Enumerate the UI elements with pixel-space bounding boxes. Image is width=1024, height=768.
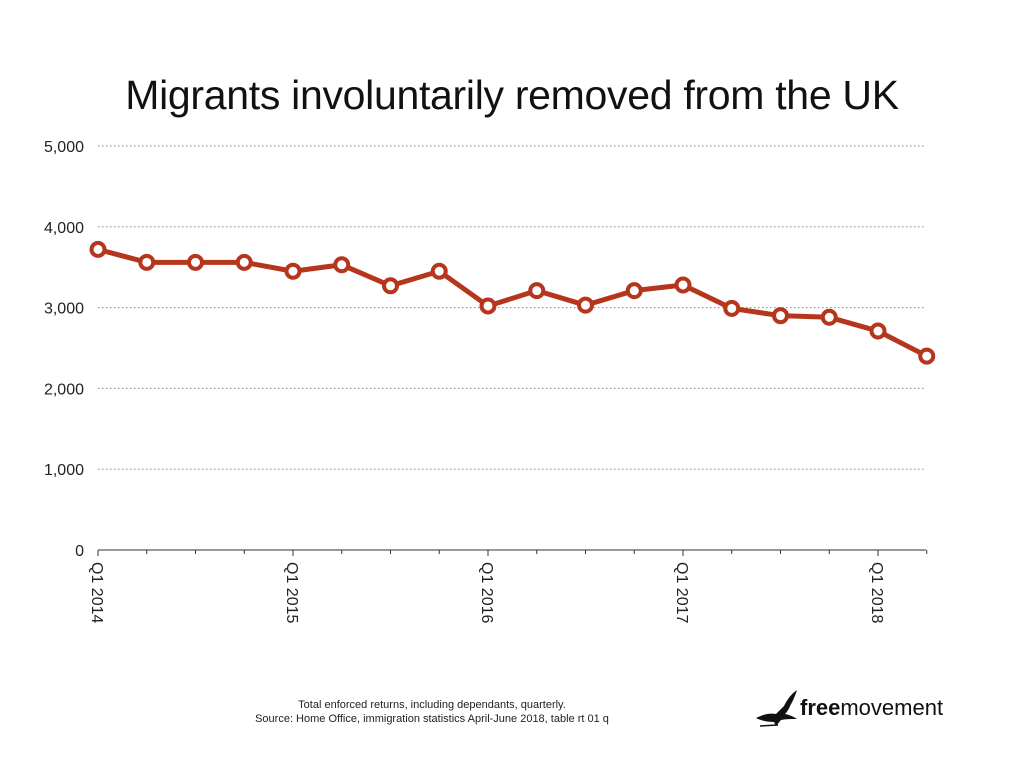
data-point [918, 347, 936, 365]
series-line [95, 246, 930, 359]
data-point [382, 277, 399, 295]
data-point [723, 299, 741, 317]
data-point [869, 322, 887, 340]
footnote-description: Total enforced returns, including depend… [298, 699, 566, 711]
y-tick-label: 0 [75, 543, 84, 560]
x-tick-label: Q1 2014 [88, 562, 105, 623]
data-point [479, 297, 497, 315]
x-tick-label: Q1 2017 [673, 562, 690, 623]
data-point [577, 296, 594, 314]
x-tick-label: Q1 2015 [283, 562, 300, 623]
logo-wordmark-rest: movement [840, 695, 944, 720]
logo-wordmark: freemovement [800, 695, 943, 721]
logo-wordmark-bold: free [800, 695, 841, 720]
data-point [138, 253, 156, 271]
x-tick-label: Q1 2016 [478, 562, 495, 623]
y-tick-label: 1,000 [44, 462, 84, 479]
footnote-source: Source: Home Office, immigration statist… [255, 713, 609, 725]
bird-logo-icon [756, 690, 797, 727]
data-point [674, 276, 692, 294]
data-point [625, 282, 643, 300]
data-point [89, 240, 107, 258]
data-point [235, 253, 253, 271]
data-point [284, 262, 302, 280]
data-point [333, 256, 351, 274]
y-tick-label: 4,000 [44, 220, 84, 237]
freemovement-logo: freemovement [754, 688, 974, 732]
x-tick-label: Q1 2018 [868, 562, 885, 623]
data-point [430, 262, 448, 280]
data-point [528, 282, 546, 300]
y-tick-label: 3,000 [44, 301, 84, 318]
y-tick-label: 5,000 [44, 139, 84, 156]
data-point [772, 307, 789, 325]
chart-title: Migrants involuntarily removed from the … [125, 72, 899, 118]
y-tick-label: 2,000 [44, 381, 84, 398]
data-point [187, 253, 204, 271]
data-point [820, 308, 838, 326]
